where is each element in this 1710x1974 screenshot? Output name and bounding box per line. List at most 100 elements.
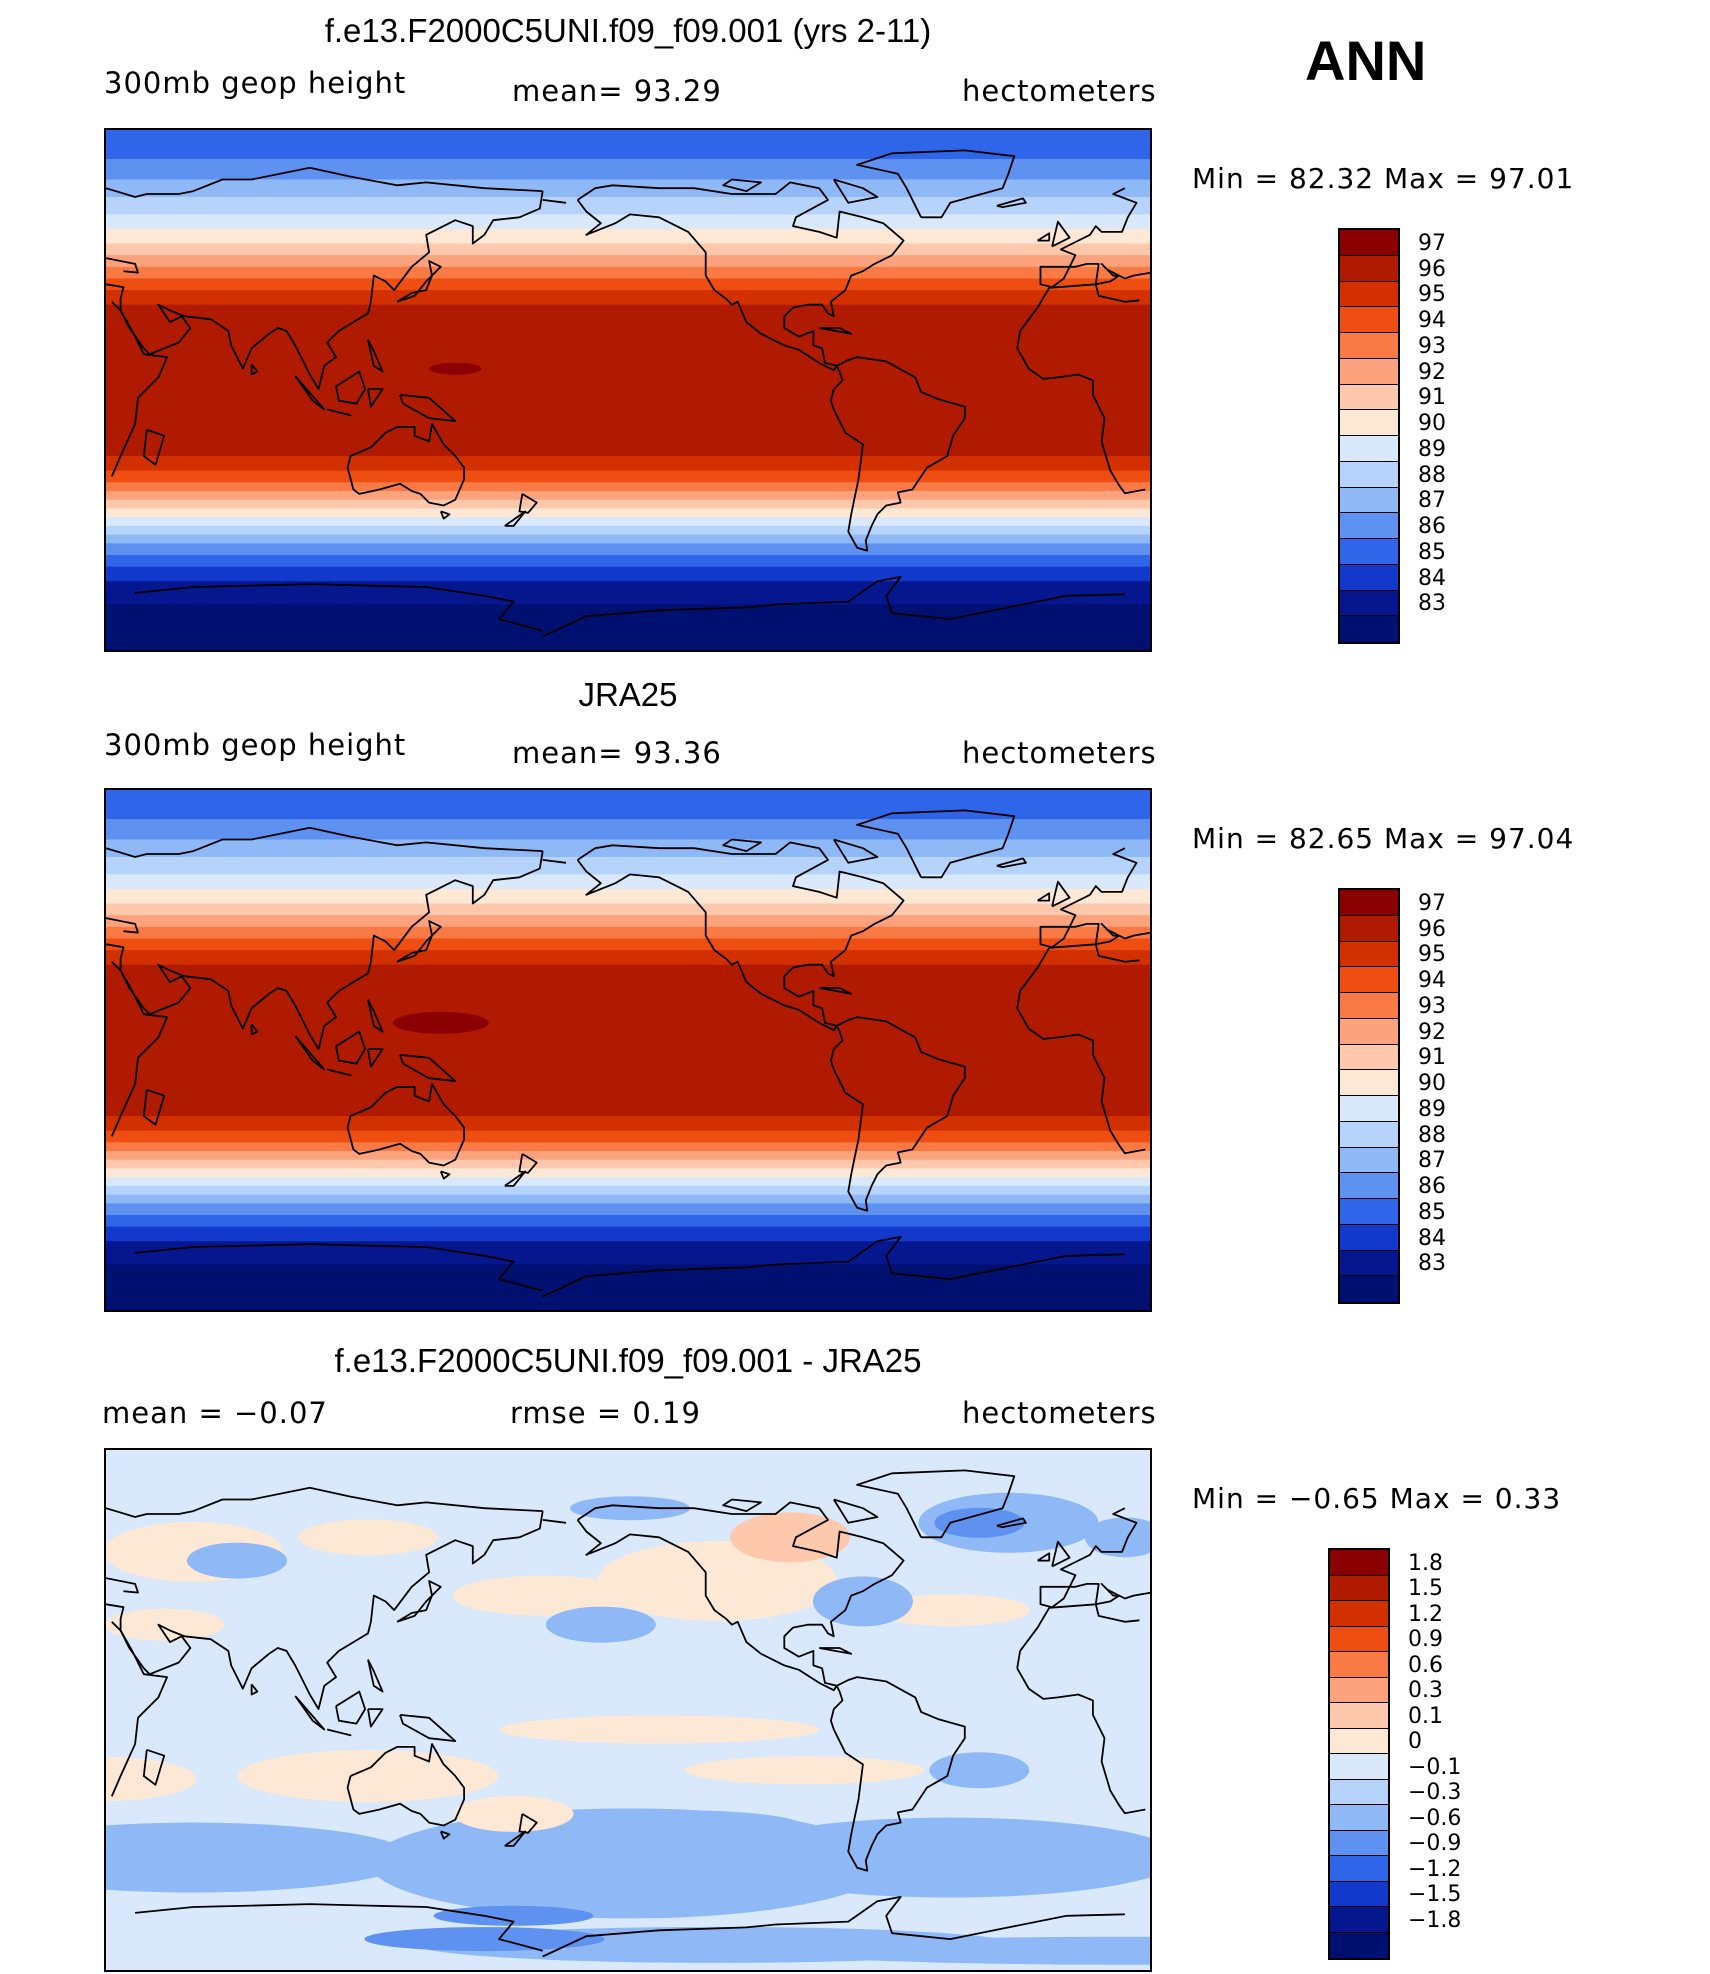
coastline-segment (367, 1048, 384, 1068)
coastline-segment (335, 370, 366, 405)
coastline-segment (518, 1813, 538, 1834)
coastline-segment (106, 1510, 1150, 1710)
colorbar-tick-label: 1.8 (1408, 1550, 1443, 1576)
contour-region (453, 1795, 574, 1832)
contour-region (452, 1575, 633, 1616)
coastline-segment (106, 1486, 1138, 1609)
colorbar-swatch (1330, 1754, 1388, 1780)
panel-3-mean: mean = −0.07 (102, 1396, 328, 1430)
contour-region (570, 1496, 690, 1521)
colorbar-swatch (1330, 1652, 1388, 1678)
coastline-segment (830, 1676, 966, 1872)
contour-band (106, 555, 1150, 568)
contour-maximum (429, 362, 482, 375)
colorbar-tick-label: 1.5 (1408, 1576, 1443, 1601)
colorbar-swatch (1340, 307, 1398, 333)
colorbar-tick-label: 90 (1418, 1071, 1446, 1096)
colorbar-tick-label: 0.6 (1408, 1652, 1443, 1678)
colorbar-tick-label: 84 (1418, 1225, 1446, 1251)
colorbar-swatch (1340, 993, 1398, 1019)
colorbar-swatch (1340, 941, 1398, 968)
colorbar-tick-label: 89 (1418, 1096, 1446, 1122)
colorbar-tick-label: 93 (1418, 993, 1446, 1019)
panel-1-map (104, 128, 1152, 652)
contour-band (106, 278, 1150, 291)
coastline-segment (856, 149, 1016, 219)
colorbar-swatch (1330, 1601, 1388, 1627)
contour-band (106, 499, 1150, 509)
coastlines (106, 1469, 1150, 1958)
coastline-segment (576, 841, 905, 1032)
panel-1-mean: mean= 93.29 (512, 74, 722, 108)
panel-2-map (104, 788, 1152, 1312)
coastline-segment (542, 859, 567, 864)
panel-1-title: f.e13.F2000C5UNI.f09_f09.001 (yrs 2-11) (324, 12, 932, 49)
contour-region (106, 1822, 414, 1893)
colorbar-swatch (1340, 1018, 1398, 1045)
colorbar-swatch (1340, 358, 1398, 385)
colorbar-tick-label: 94 (1418, 968, 1446, 993)
coastline-segment (367, 1659, 384, 1693)
contour-band (106, 819, 1150, 840)
colorbar-swatch (1340, 461, 1398, 488)
contour-band (106, 874, 1150, 890)
colorbar-tick-label: 95 (1418, 282, 1446, 308)
contour-region (499, 1715, 820, 1744)
coastline-segment (1051, 880, 1071, 908)
contour-region (774, 1936, 1150, 1965)
colorbar-swatch (1340, 590, 1398, 617)
panel-2-colorbar (1338, 888, 1400, 1304)
colorbar-swatch (1340, 539, 1398, 565)
colorbar-swatch (1330, 1575, 1388, 1601)
contour-band (106, 534, 1150, 544)
coastline-segment (830, 356, 966, 552)
coastline-segment (326, 1068, 352, 1077)
coastline-segment (250, 1023, 259, 1036)
colorbar-tick-label: 0.3 (1408, 1678, 1443, 1703)
colorbar-swatch (1340, 1147, 1398, 1174)
colorbar-swatch (1340, 915, 1398, 942)
colorbar-tick-label: 88 (1418, 462, 1446, 488)
coastline-segment (396, 260, 442, 303)
colorbar-swatch (1340, 384, 1398, 411)
panel-3-minmax: Min = −0.65 Max = 0.33 (1192, 1482, 1562, 1515)
coastlines (106, 809, 1150, 1298)
contour-band (106, 1203, 1150, 1216)
coastline-segment (106, 850, 1150, 1050)
coastline-segment (996, 197, 1027, 208)
colorbar-tick-label: 97 (1418, 890, 1446, 916)
colorbar-swatch (1340, 1044, 1398, 1071)
contour-band (106, 243, 1150, 256)
colorbar-tick-label: −0.9 (1408, 1831, 1462, 1856)
contour-band (106, 1241, 1150, 1266)
colorbar-swatch (1340, 890, 1398, 916)
coastline-segment (1051, 220, 1071, 248)
contour-band (106, 214, 1150, 230)
coastline-segment (346, 1083, 465, 1167)
coastline-segment (250, 1683, 259, 1696)
colorbar-tick-label: 92 (1418, 359, 1446, 385)
coastline-segment (439, 510, 451, 520)
coastline-segment (294, 1695, 326, 1731)
contour-band (106, 517, 1150, 527)
coastline-segment (396, 920, 442, 963)
coastline-segment (856, 809, 1016, 879)
colorbar-swatch (1340, 1121, 1398, 1148)
contour-region (433, 1905, 594, 1926)
colorbar-tick-label: 0 (1408, 1729, 1422, 1754)
coastline-segment (367, 388, 384, 408)
contour-band (106, 290, 1150, 306)
colorbar-tick-label: −0.1 (1408, 1754, 1462, 1780)
contour-band (106, 926, 1150, 939)
colorbar-tick-label: 1.2 (1408, 1601, 1443, 1627)
contour-band (106, 938, 1150, 951)
contour-fill (106, 130, 1150, 650)
contour-band (106, 543, 1150, 556)
colorbar-swatch (1330, 1728, 1388, 1754)
colorbar-tick-label: −1.2 (1408, 1856, 1462, 1882)
contour-region (568, 1810, 809, 1847)
coastline-segment (542, 199, 567, 204)
colorbar-tick-label: 90 (1418, 411, 1446, 436)
contour-band (106, 903, 1150, 916)
colorbar-swatch (1330, 1626, 1388, 1652)
